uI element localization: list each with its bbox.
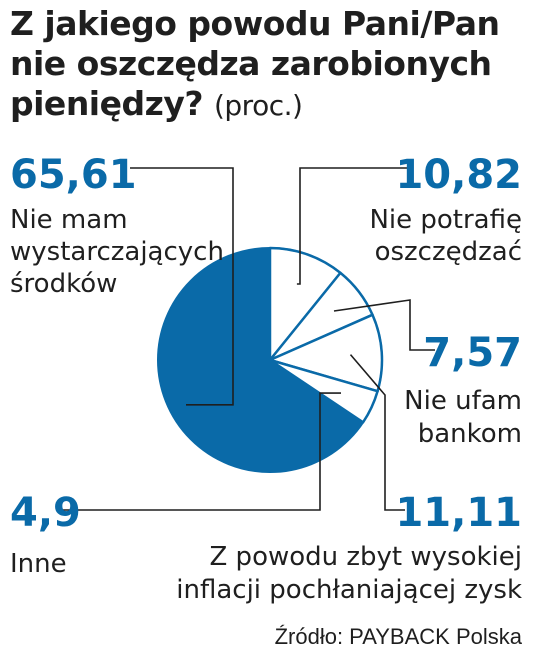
slice-value-label: 7,57 xyxy=(423,330,522,376)
slice-category-label: wystarczających xyxy=(10,237,224,267)
slice-category-label: Z powodu zbyt wysokiej xyxy=(209,542,522,572)
title-line-1: Z jakiego powodu Pani/Pan xyxy=(10,4,500,43)
slice-value-label: 11,11 xyxy=(395,490,522,536)
pie-slices xyxy=(157,246,384,473)
leader-line xyxy=(62,392,341,511)
slice-category-label: Nie ufam xyxy=(404,386,522,416)
slice-value-label: 4,9 xyxy=(10,490,81,536)
slice-category-label: środków xyxy=(10,269,117,299)
slice-category-label: Inne xyxy=(10,549,67,579)
slice-category-label: inflacji pochłaniającej zysk xyxy=(176,575,522,605)
slice-category-label: oszczędzać xyxy=(375,237,522,267)
leader-line xyxy=(333,299,435,351)
slice-category-label: Nie mam xyxy=(10,205,128,235)
title-line-2: nie oszczędza zarobionych xyxy=(10,44,492,83)
pie-outline xyxy=(157,247,383,473)
title-line-3: pieniędzy? xyxy=(10,84,203,123)
pie-slice xyxy=(157,248,364,473)
slice-value-label: 10,82 xyxy=(395,152,522,198)
slice-category-label: Nie potrafię xyxy=(369,205,522,235)
leader-line xyxy=(296,167,410,285)
slice-value-label: 65,61 xyxy=(10,152,137,198)
source-note: Źródło: PAYBACK Polska xyxy=(274,624,522,649)
chart-title: Z jakiego powodu Pani/Pan nie oszczędza … xyxy=(10,4,530,126)
leader-lines xyxy=(62,167,435,511)
leader-line xyxy=(130,167,234,406)
unit-label: (proc.) xyxy=(213,89,303,122)
slice-category-label: bankom xyxy=(418,419,522,449)
leader-line xyxy=(349,354,405,511)
